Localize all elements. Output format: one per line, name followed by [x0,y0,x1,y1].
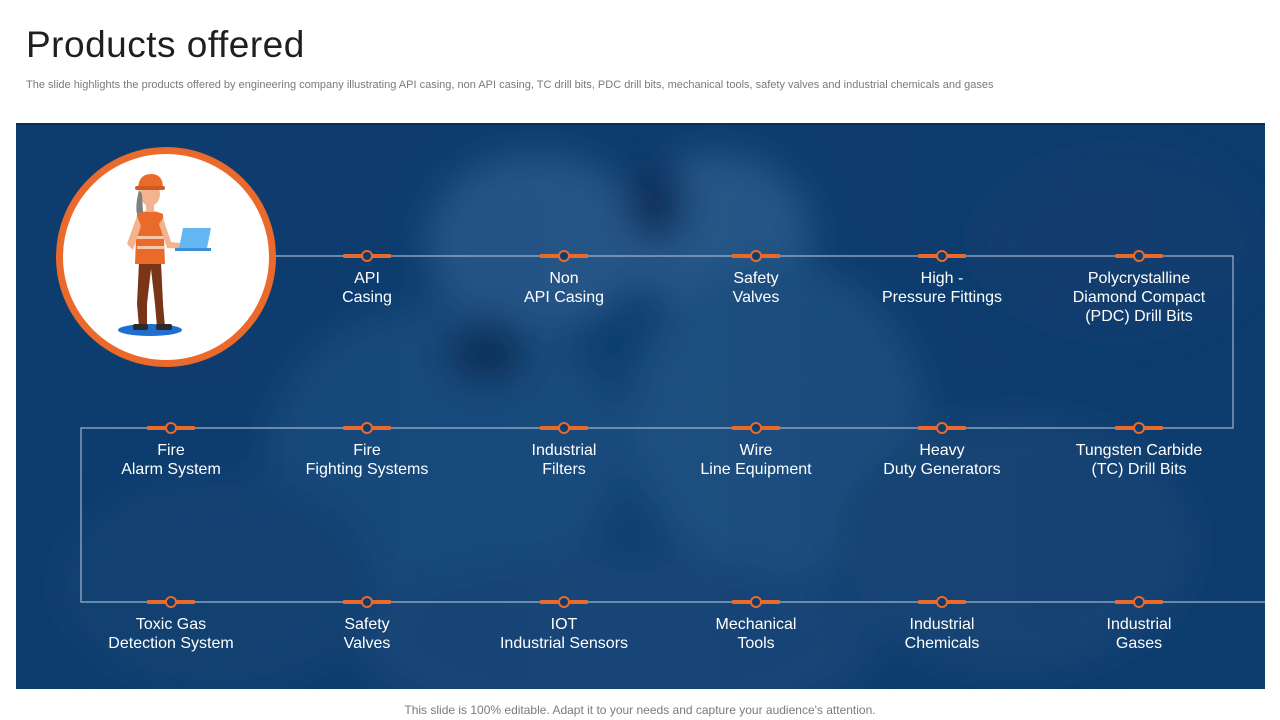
marker-icon [147,422,195,434]
page-subtitle: The slide highlights the products offere… [26,79,994,91]
product-heavy-duty-generators: Heavy Duty Generators [837,422,1047,479]
marker-icon [732,596,780,608]
product-pdc-drill-bits: Polycrystalline Diamond Compact (PDC) Dr… [1034,250,1244,326]
marker-icon [918,250,966,262]
background-photo [16,123,1265,689]
marker-icon [1115,250,1163,262]
product-label: Industrial Gases [1106,616,1172,652]
product-industrial-gases: Industrial Gases [1034,596,1244,653]
product-industrial-chemicals: Industrial Chemicals [837,596,1047,653]
product-safety-valves-1: Safety Valves [651,250,861,307]
marker-icon [918,596,966,608]
product-industrial-filters: Industrial Filters [459,422,669,479]
product-fire-fighting-systems: Fire Fighting Systems [262,422,472,479]
marker-icon [1115,422,1163,434]
marker-icon [343,250,391,262]
product-label: Wire Line Equipment [700,442,812,478]
product-label: Toxic Gas Detection System [108,616,234,652]
marker-icon [540,596,588,608]
product-label: IOT Industrial Sensors [499,616,629,652]
product-label: Polycrystalline Diamond Compact (PDC) Dr… [1072,270,1206,325]
product-label: Industrial Chemicals [904,616,980,652]
timeline-connector [80,255,1265,603]
marker-icon [732,250,780,262]
engineer-with-laptop-icon [118,174,211,336]
product-wire-line-equipment: Wire Line Equipment [651,422,861,479]
product-tc-drill-bits: Tungsten Carbide (TC) Drill Bits [1034,422,1244,479]
marker-icon [1115,596,1163,608]
product-label: Fire Fighting Systems [305,442,429,478]
product-toxic-gas-detection: Toxic Gas Detection System [66,596,276,653]
marker-icon [147,596,195,608]
footer-note: This slide is 100% editable. Adapt it to… [404,703,876,717]
product-label: API Casing [342,270,392,306]
product-mechanical-tools: Mechanical Tools [651,596,861,653]
product-non-api-casing: Non API Casing [459,250,669,307]
product-label: Safety Valves [343,616,391,652]
product-label: Fire Alarm System [121,442,221,478]
marker-icon [918,422,966,434]
product-label: Tungsten Carbide (TC) Drill Bits [1075,442,1203,478]
product-iot-industrial-sensors: IOT Industrial Sensors [459,596,669,653]
product-label: Safety Valves [732,270,780,306]
marker-icon [732,422,780,434]
products-panel: API Casing Non API Casing Safety Valves … [16,123,1265,689]
engineer-avatar [56,147,276,367]
product-label: High - Pressure Fittings [881,270,1003,306]
product-label: Heavy Duty Generators [883,442,1001,478]
product-fire-alarm-system: Fire Alarm System [66,422,276,479]
product-label: Industrial Filters [531,442,597,478]
product-label: Non API Casing [523,270,605,306]
product-api-casing: API Casing [262,250,472,307]
marker-icon [343,596,391,608]
panel-top-edge [16,123,1265,125]
product-high-pressure-fittings: High - Pressure Fittings [837,250,1047,307]
marker-icon [540,250,588,262]
marker-icon [343,422,391,434]
marker-icon [540,422,588,434]
product-label: Mechanical Tools [715,616,797,652]
product-safety-valves-2: Safety Valves [262,596,472,653]
page-title: Products offered [26,24,305,65]
